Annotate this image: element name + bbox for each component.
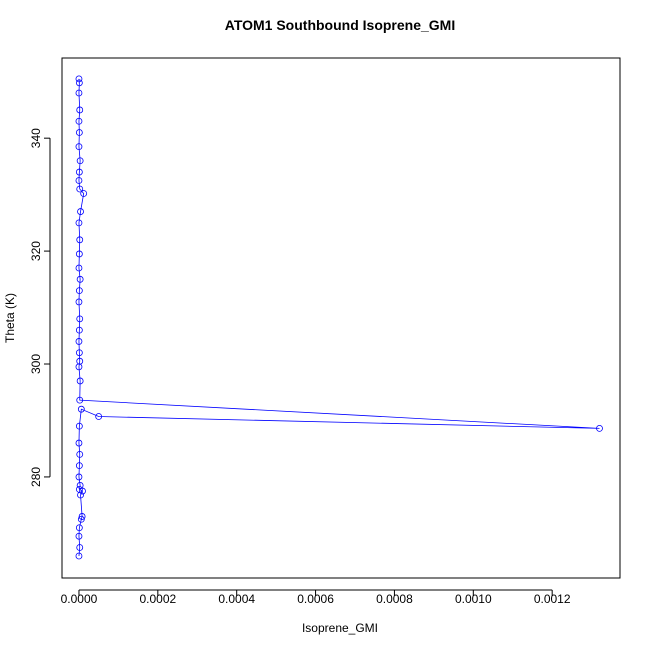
y-tick-label: 280 — [29, 467, 43, 487]
data-point — [75, 79, 83, 87]
x-tick-label: 0.0002 — [139, 592, 176, 606]
data-point — [75, 117, 83, 125]
data-point — [95, 413, 103, 420]
data-point — [75, 177, 83, 184]
data-point — [75, 129, 83, 136]
data-point — [75, 168, 83, 176]
data-point — [76, 106, 84, 114]
data-point — [77, 405, 85, 413]
data-point — [76, 185, 84, 193]
data-point — [75, 326, 83, 334]
plot-frame — [61, 57, 621, 579]
data-point — [76, 482, 84, 489]
data-point — [75, 338, 83, 345]
data-point — [76, 236, 84, 244]
data-point — [76, 450, 84, 458]
data-point — [75, 250, 83, 258]
data-point — [76, 275, 84, 283]
data-point — [75, 552, 83, 560]
x-tick-label: 0.0000 — [61, 592, 98, 606]
data-point — [75, 349, 83, 357]
x-tick-label: 0.0004 — [218, 592, 255, 606]
data-point — [75, 363, 83, 371]
x-tick-label: 0.0008 — [376, 592, 413, 606]
data-point — [76, 157, 84, 165]
data-point — [75, 462, 83, 470]
data-point — [76, 377, 84, 385]
chart-title: ATOM1 Southbound Isoprene_GMI — [225, 17, 455, 33]
data-point — [75, 298, 83, 306]
data-point — [80, 190, 88, 197]
data-point — [75, 219, 83, 227]
x-axis-label: Isoprene_GMI — [302, 621, 378, 635]
data-point — [75, 422, 83, 430]
data-point — [596, 424, 603, 432]
data-point — [76, 544, 84, 551]
data-point — [77, 515, 85, 523]
data-point — [78, 513, 86, 520]
y-tick-label: 340 — [29, 128, 43, 148]
data-line — [78, 78, 600, 557]
x-tick-label: 0.0006 — [297, 592, 334, 606]
data-point — [75, 75, 83, 83]
x-tick-label: 0.0010 — [455, 592, 492, 606]
y-tick-label: 300 — [29, 354, 43, 374]
data-point — [75, 439, 83, 447]
data-point — [75, 473, 83, 481]
y-axis-label: Theta (K) — [3, 293, 17, 343]
data-point — [75, 264, 83, 272]
data-point — [75, 524, 83, 532]
data-point — [75, 532, 83, 540]
data-point — [77, 208, 84, 215]
data-point — [77, 491, 84, 499]
data-point — [75, 287, 83, 295]
data-point — [75, 143, 83, 151]
y-tick-label: 320 — [29, 241, 43, 261]
data-point — [76, 315, 84, 323]
x-tick-label: 0.0012 — [534, 592, 571, 606]
data-point — [76, 396, 84, 404]
data-point — [79, 487, 86, 495]
data-point — [75, 89, 83, 97]
